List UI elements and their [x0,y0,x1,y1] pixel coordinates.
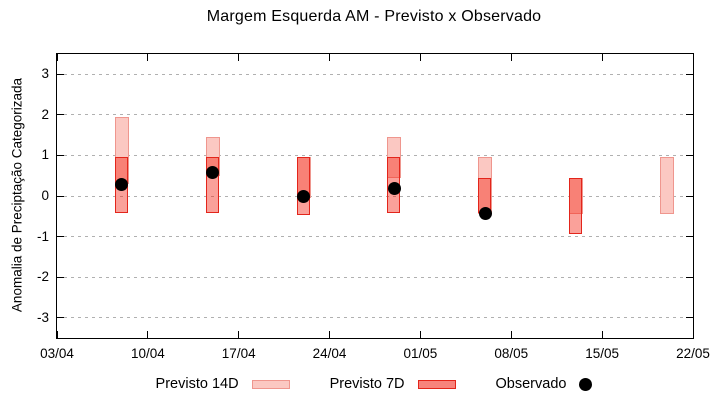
gridline [57,114,693,116]
y-tick-mark [686,114,693,116]
y-tick-mark [57,276,64,278]
x-tick-mark [238,54,240,61]
y-tick-label: -3 [36,309,49,325]
x-tick-mark [329,54,331,61]
y-tick-mark [57,114,64,116]
gridline [57,73,693,75]
legend-item-previsto-7d: Previsto 7D [330,376,456,392]
legend-label-previsto-14d: Previsto 14D [155,376,239,392]
observado-point [387,182,401,196]
y-tick-mark [686,195,693,197]
observado-point [206,165,220,179]
y-tick-mark [57,236,64,238]
gridline [57,276,693,278]
x-tick-mark [601,331,603,338]
x-tick-mark [692,54,694,61]
x-tick-mark [329,331,331,338]
previsto-7d-swatch-icon [417,379,456,389]
legend: Previsto 14D Previsto 7D Observado [56,373,692,395]
y-tick-mark [57,317,64,319]
x-tick-mark [510,54,512,61]
x-tick-label: 17/04 [221,346,256,361]
forecast-bar-14d [660,157,675,215]
observado-point [478,206,492,220]
y-tick-label: 1 [41,147,49,163]
x-tick-mark [419,54,421,61]
forecast-bar-7d [569,177,583,234]
x-tick-mark [238,331,240,338]
x-tick-mark [56,54,58,61]
x-tick-mark [692,331,694,338]
legend-item-previsto-14d: Previsto 14D [156,376,290,392]
x-tick-mark [56,331,58,338]
y-tick-mark [686,154,693,156]
x-tick-label: 22/05 [676,346,710,361]
y-tick-mark [686,317,693,319]
x-tick-label: 10/04 [130,346,165,361]
forecast-bar-7d [296,157,310,216]
y-tick-label: 3 [41,66,49,82]
legend-item-observado: Observado [496,376,593,392]
x-tick-label: 24/04 [312,346,347,361]
x-tick-label: 01/05 [403,346,438,361]
plot-area: 3 2 1 0 -1 -2 -3 03/04 10/04 17/04 24/04 01/05 08/05… [37,53,710,361]
observado-point [297,190,311,204]
gridline [57,195,693,197]
x-tick-mark [601,54,603,61]
y-tick-label: -1 [36,228,49,244]
gridline [57,236,693,238]
observado-dot-icon [579,377,593,391]
legend-label-previsto-7d: Previsto 7D [329,376,405,392]
y-tick-label: -2 [36,269,49,285]
y-tick-label: 2 [41,106,49,122]
y-tick-mark [57,73,64,75]
x-tick-label: 03/04 [40,346,74,361]
previsto-14d-swatch-icon [251,379,290,389]
observado-point [115,178,129,192]
y-tick-mark [57,154,64,156]
x-tick-mark [510,331,512,338]
y-tick-mark [686,236,693,238]
forecast-bar-14d [387,137,402,178]
y-tick-mark [686,73,693,75]
y-tick-mark [57,195,64,197]
x-tick-label: 15/05 [585,346,620,361]
legend-label-observado: Observado [495,376,567,392]
gridline [57,317,693,319]
y-tick-mark [686,276,693,278]
x-tick-mark [147,54,149,61]
gridline [57,154,693,156]
chart-title: Margem Esquerda AM - Previsto x Observad… [206,8,542,25]
y-tick-label: 0 [41,188,49,203]
x-tick-label: 08/05 [494,346,529,361]
x-tick-mark [419,331,421,338]
x-tick-mark [147,331,149,338]
